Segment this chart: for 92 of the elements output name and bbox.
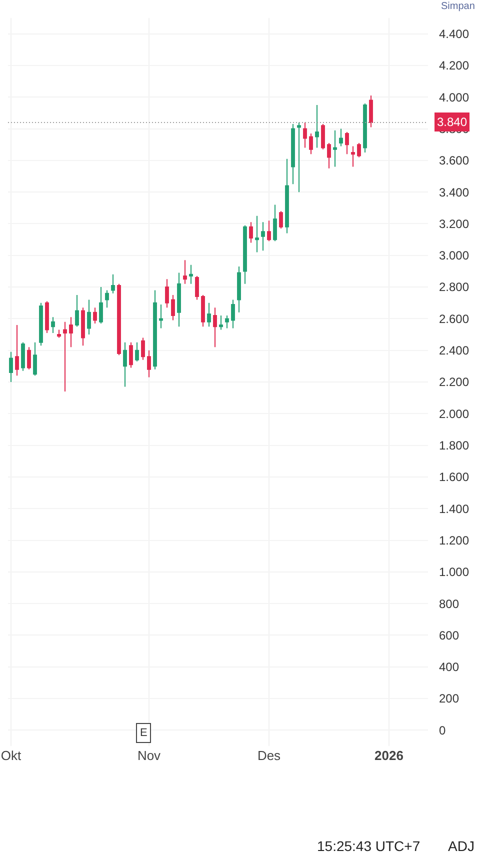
x-tick-label: Nov <box>137 748 162 763</box>
candlestick <box>225 315 229 329</box>
candlestick <box>279 210 283 229</box>
y-tick-label: 800 <box>439 596 460 611</box>
candlestick <box>129 342 133 368</box>
y-tick-label: 2.600 <box>439 312 470 326</box>
candlestick <box>333 130 337 168</box>
candlestick <box>249 222 253 244</box>
candlestick <box>243 224 247 284</box>
candlestick <box>117 283 121 356</box>
y-tick-label: 400 <box>439 660 460 674</box>
candlestick <box>303 122 307 148</box>
x-tick-label: Des <box>257 748 282 763</box>
candlestick <box>51 316 55 334</box>
candlestick <box>285 158 289 234</box>
candlestick <box>15 324 19 376</box>
candlestick <box>261 222 265 252</box>
y-tick-label: 1.800 <box>439 438 470 452</box>
candlestick <box>123 342 127 388</box>
candlestick <box>171 294 175 321</box>
candlestick <box>63 321 67 392</box>
candlestick <box>165 278 169 308</box>
candlestick <box>363 102 367 154</box>
y-tick-label: 2.800 <box>439 280 470 294</box>
x-tick-label: Okt <box>0 748 22 763</box>
candlestick <box>291 124 295 185</box>
candlestick <box>273 204 277 242</box>
candlestick <box>339 128 343 147</box>
y-tick-label: 2.200 <box>439 375 470 390</box>
candlestick <box>45 300 49 334</box>
y-tick-label: 2.000 <box>439 406 470 421</box>
candlestick <box>351 146 355 168</box>
annotation: E <box>140 727 148 739</box>
x-tick-label: 2026 <box>374 748 404 763</box>
candlestick <box>153 290 157 370</box>
candlestick <box>111 274 115 294</box>
y-tick-label: 1.400 <box>439 502 470 516</box>
ref-line-label: 3.840 <box>437 115 468 129</box>
candlestick <box>231 299 235 329</box>
candlestick <box>105 290 109 308</box>
y-tick-label: 600 <box>439 628 460 642</box>
candlestick <box>33 342 37 376</box>
candlestick <box>189 264 193 284</box>
y-tick-label: 3.200 <box>439 216 470 231</box>
text: 15:25:43 UTC+7 <box>317 838 420 854</box>
y-tick-label: 0 <box>439 723 446 738</box>
text: Simpan <box>441 1 475 12</box>
candlestick <box>369 95 373 128</box>
y-tick-label: 4.400 <box>439 27 470 42</box>
candlestick <box>177 272 181 328</box>
candlestick <box>345 131 349 155</box>
candlestick <box>207 302 211 328</box>
y-tick-label: 4.200 <box>439 58 470 73</box>
candlestick <box>99 286 103 324</box>
candlestick <box>87 299 91 336</box>
candlestick <box>327 142 331 169</box>
candlestick <box>213 307 217 348</box>
candlestick <box>309 133 313 155</box>
y-tick-label: 1.600 <box>439 470 470 484</box>
candlestick <box>357 142 361 158</box>
candlestick <box>27 346 31 370</box>
y-tick-label: 200 <box>439 692 460 706</box>
candlestick <box>183 260 187 284</box>
candlestick <box>267 220 271 242</box>
candlestick <box>195 275 199 300</box>
candlestick <box>141 337 145 360</box>
y-tick-label: 3.600 <box>439 154 470 168</box>
candlestick <box>57 329 61 338</box>
candlestick <box>81 307 85 346</box>
candlestick <box>135 342 139 362</box>
candlestick <box>219 315 223 330</box>
candlestick <box>159 304 163 329</box>
candlestick <box>69 316 73 348</box>
y-tick-label: 2.400 <box>439 344 470 358</box>
candlestick <box>297 122 301 193</box>
candlestick <box>255 215 259 253</box>
candlestick <box>93 307 97 324</box>
y-tick-label: 1.200 <box>439 533 470 548</box>
candlestick <box>75 294 79 328</box>
y-tick-label: 4.000 <box>439 90 470 104</box>
text: ADJ <box>448 838 474 854</box>
candlestick <box>321 124 325 150</box>
y-tick-label: 3.000 <box>439 248 470 263</box>
candlestick <box>9 351 13 382</box>
candlestick <box>147 350 151 378</box>
candlestick <box>315 104 319 148</box>
candlestick <box>237 266 241 313</box>
y-tick-label: 1.000 <box>439 565 470 580</box>
y-tick-label: 3.400 <box>439 185 470 200</box>
candlestick <box>39 302 43 346</box>
candlestick <box>201 294 205 328</box>
candlestick <box>21 342 25 372</box>
